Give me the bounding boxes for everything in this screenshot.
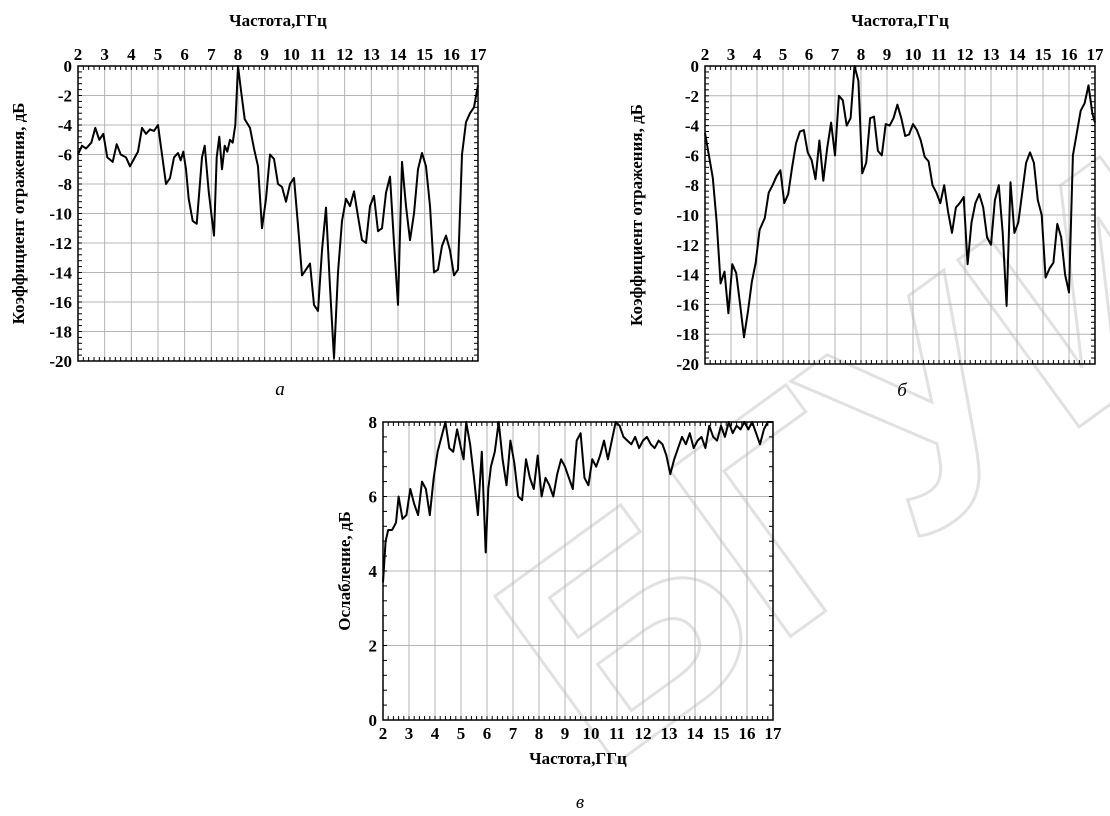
y-tick-label: -18 [676, 325, 699, 344]
x-tick-label: 2 [379, 724, 388, 743]
x-tick-label: 10 [283, 45, 300, 64]
x-tick-label: 4 [753, 45, 762, 64]
x-axis-title: Частота,ГГц [851, 11, 949, 30]
x-tick-label: 15 [1035, 45, 1052, 64]
x-tick-label: 9 [561, 724, 570, 743]
chart-a: 2 3 4 5 6 7 8 9 10 11 12 13 14 15 16 17 0 -2 -4 -6 -8 -10 -12 -… [9, 11, 487, 400]
y-tick-label: 0 [369, 711, 378, 730]
x-tick-label: 9 [260, 45, 269, 64]
x-tick-label: 11 [310, 45, 326, 64]
panel-label: в [576, 792, 584, 813]
x-tick-label: 14 [390, 45, 408, 64]
panel-label: б [897, 380, 908, 401]
x-tick-label: 17 [1087, 45, 1105, 64]
x-tick-label: 5 [457, 724, 466, 743]
x-tick-label: 8 [234, 45, 243, 64]
x-tick-label: 3 [727, 45, 736, 64]
x-tick-label: 7 [207, 45, 216, 64]
x-tick-label: 6 [805, 45, 814, 64]
y-tick-label: -2 [58, 87, 72, 106]
x-tick-label: 3 [100, 45, 109, 64]
x-tick-label: 14 [1009, 45, 1027, 64]
watermark-text: БГУИР [440, 0, 1110, 816]
y-tick-label: -6 [58, 146, 72, 165]
y-tick-label: 0 [691, 57, 700, 76]
y-axis-title: Коэффициент отражения, дБ [627, 104, 646, 326]
x-tick-label: 4 [431, 724, 440, 743]
x-tick-label: 11 [609, 724, 625, 743]
x-tick-label: 14 [687, 724, 705, 743]
y-tick-label: -18 [49, 323, 72, 342]
y-tick-label: -12 [49, 234, 72, 253]
x-tick-label: 13 [983, 45, 1000, 64]
y-axis-title: Ослабление, дБ [335, 511, 354, 630]
y-tick-label: -10 [49, 205, 72, 224]
x-tick-label: 12 [957, 45, 974, 64]
x-tick-label: 16 [739, 724, 756, 743]
x-tick-label: 6 [180, 45, 189, 64]
x-tick-label: 12 [635, 724, 652, 743]
x-axis-title: Частота,ГГц [229, 11, 327, 30]
x-tick-label: 8 [857, 45, 866, 64]
y-tick-label: 8 [369, 413, 378, 432]
x-tick-label: 6 [483, 724, 492, 743]
x-tick-label: 5 [779, 45, 788, 64]
plot-frame [704, 65, 1096, 365]
plot-frame [77, 65, 479, 362]
y-tick-label: -14 [49, 264, 72, 283]
x-tick-label: 12 [336, 45, 353, 64]
y-tick-label: -8 [58, 175, 72, 194]
y-tick-label: -20 [676, 355, 699, 374]
x-tick-label: 10 [583, 724, 600, 743]
watermark: БГУИР [439, 0, 1110, 816]
x-tick-label: 15 [416, 45, 433, 64]
x-tick-label: 15 [713, 724, 730, 743]
y-tick-label: 4 [369, 562, 378, 581]
x-tick-label: 4 [127, 45, 136, 64]
y-tick-label: -14 [676, 266, 699, 285]
y-tick-label: -2 [685, 87, 699, 106]
x-tick-label: 11 [931, 45, 947, 64]
y-tick-label: -8 [685, 176, 699, 195]
x-tick-label: 17 [765, 724, 783, 743]
x-tick-label: 5 [154, 45, 163, 64]
chart-c: 2 3 4 5 6 7 8 9 10 11 12 13 14 15 16 1702468Частота,ГГц… [335, 413, 782, 813]
x-tick-label: 13 [661, 724, 678, 743]
grid [78, 66, 478, 361]
x-tick-label: 8 [535, 724, 544, 743]
y-tick-label: 6 [369, 488, 378, 507]
y-tick-label: -10 [676, 206, 699, 225]
y-axis-title: Коэффициент отражения, дБ [9, 103, 28, 325]
x-tick-label: 7 [509, 724, 518, 743]
y-tick-label: -6 [685, 146, 699, 165]
x-tick-label: 9 [883, 45, 892, 64]
x-tick-label: 16 [1061, 45, 1078, 64]
y-tick-label: -16 [676, 295, 699, 314]
x-tick-label: 2 [701, 45, 710, 64]
panel-label: а [275, 379, 285, 400]
y-tick-label: -20 [49, 352, 72, 371]
y-tick-label: -16 [49, 293, 72, 312]
x-tick-label: 2 [74, 45, 83, 64]
x-axis-title: Частота,ГГц [529, 749, 627, 768]
x-tick-label: 16 [443, 45, 460, 64]
x-tick-label: 10 [905, 45, 922, 64]
chart-b: 2 3 4 5 6 7 8 9 10 11 12 13 14 15 16 17 0 -2 -4 -6 -8 -10 -12 -… [627, 11, 1104, 401]
y-tick-label: 0 [64, 57, 73, 76]
y-tick-label: 2 [369, 637, 378, 656]
y-tick-label: -4 [685, 117, 700, 136]
y-tick-label: -12 [676, 236, 699, 255]
x-tick-label: 17 [470, 45, 488, 64]
y-tick-label: -4 [58, 116, 73, 135]
x-tick-label: 3 [405, 724, 414, 743]
x-tick-label: 13 [363, 45, 380, 64]
grid [705, 66, 1095, 364]
plot-frame [382, 421, 774, 721]
series-line [77, 65, 479, 360]
x-tick-label: 7 [831, 45, 840, 64]
series-line [704, 65, 1096, 339]
